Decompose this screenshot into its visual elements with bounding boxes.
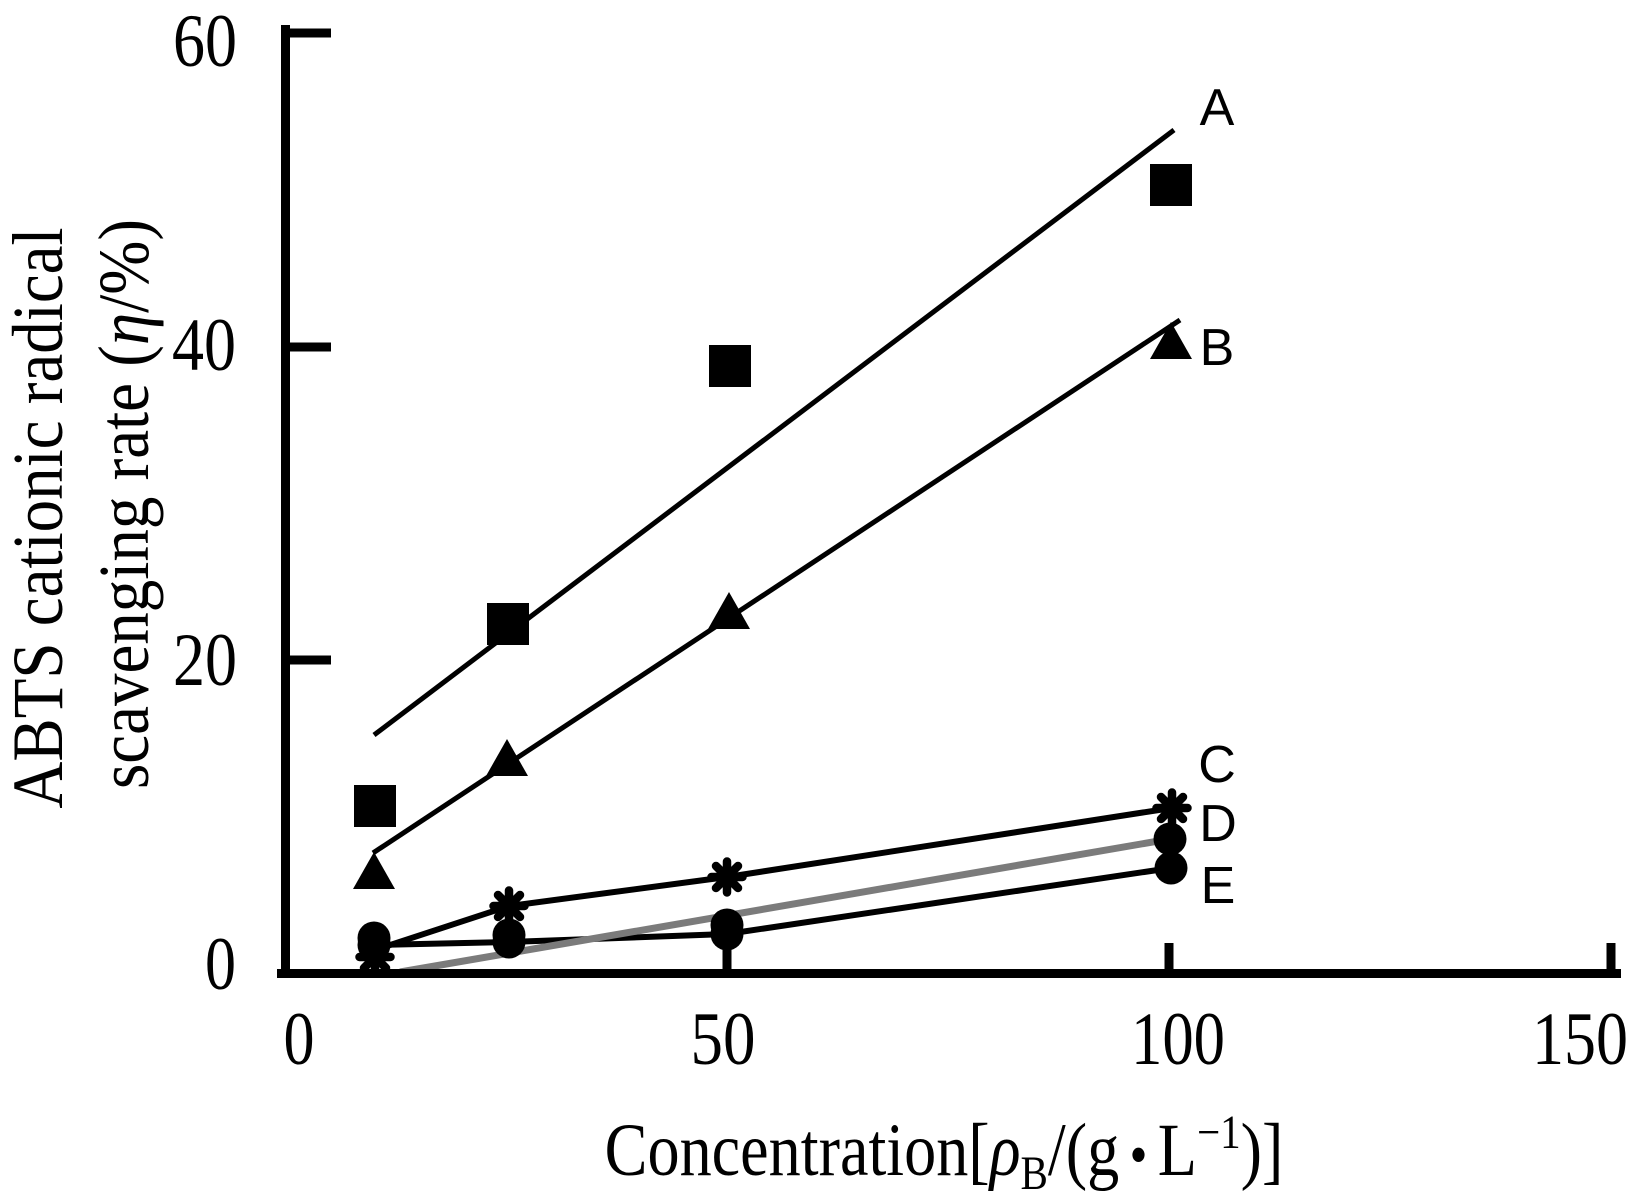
- svg-text:Concentration[ρB/(g • L−1)]: Concentration[ρB/(g • L−1)]: [605, 1105, 1284, 1200]
- svg-text:50: 50: [691, 998, 756, 1081]
- svg-text:B: B: [1200, 319, 1235, 377]
- svg-text:scavenging rate (η/%): scavenging rate (η/%): [84, 219, 164, 789]
- svg-text:A: A: [1200, 79, 1235, 137]
- svg-text:0: 0: [284, 998, 315, 1081]
- svg-text:40: 40: [172, 304, 236, 387]
- svg-text:E: E: [1201, 857, 1236, 915]
- svg-text:60: 60: [173, 0, 237, 83]
- svg-text:ABTS cationic radical: ABTS cationic radical: [0, 227, 78, 808]
- svg-text:100: 100: [1131, 998, 1225, 1081]
- svg-text:C: C: [1198, 736, 1236, 794]
- svg-text:D: D: [1199, 795, 1237, 853]
- svg-text:0: 0: [205, 923, 236, 1006]
- svg-text:20: 20: [173, 619, 237, 702]
- svg-text:150: 150: [1532, 998, 1628, 1081]
